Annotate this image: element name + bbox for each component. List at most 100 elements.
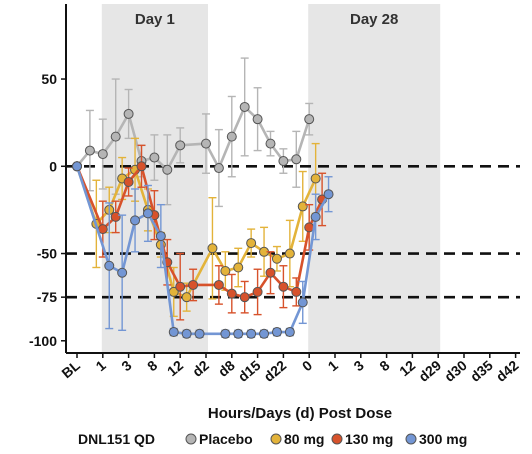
x-tick-label: 3 — [118, 357, 134, 374]
x-tick-label: 3 — [350, 357, 366, 374]
shaded-region-label-1: Day 1 — [135, 11, 175, 28]
data-point — [117, 267, 128, 278]
data-point — [175, 140, 186, 151]
data-point — [213, 279, 224, 290]
shaded-region-2 — [308, 4, 441, 353]
series-300-mg — [72, 161, 334, 339]
legend-marker — [331, 433, 343, 445]
data-point — [194, 328, 205, 339]
data-point — [142, 208, 153, 219]
data-point — [239, 292, 250, 303]
legend: DNL151 QD Placebo 80 mg 130 mg 300 mg — [78, 431, 467, 447]
x-tick-label: d29 — [415, 357, 444, 385]
axes — [65, 4, 520, 354]
data-point — [271, 253, 282, 264]
y-tick-label: -100 — [29, 333, 57, 349]
x-tick-label: 1 — [92, 357, 108, 374]
data-point — [297, 297, 308, 308]
data-point — [130, 215, 141, 226]
x-tick-label: d8 — [215, 357, 238, 380]
data-point — [265, 138, 276, 149]
data-point — [291, 286, 302, 297]
data-point — [271, 327, 282, 338]
data-point — [155, 231, 166, 242]
data-point — [278, 156, 289, 167]
data-point — [104, 260, 115, 271]
data-point — [181, 328, 192, 339]
x-tick-label: 12 — [164, 357, 186, 379]
legend-marker — [270, 433, 282, 445]
data-point — [220, 328, 231, 339]
data-point — [110, 131, 121, 142]
data-point — [136, 161, 147, 172]
data-point — [278, 281, 289, 292]
data-point — [259, 328, 270, 339]
series-layer — [72, 57, 334, 339]
data-point — [220, 265, 231, 276]
y-tick-label: -50 — [37, 246, 57, 262]
y-tick-label: 0 — [49, 158, 57, 174]
data-point — [310, 211, 321, 222]
data-point — [226, 288, 237, 299]
series-line-300-mg — [75, 165, 330, 336]
legend-entry: 130 mg — [345, 431, 393, 447]
data-point — [304, 114, 315, 125]
data-point — [168, 327, 179, 338]
data-point — [246, 328, 257, 339]
data-point — [246, 238, 257, 249]
x-tick-label: d2 — [189, 357, 212, 380]
data-point — [252, 286, 263, 297]
data-point — [233, 328, 244, 339]
data-point — [297, 201, 308, 212]
data-point — [188, 279, 199, 290]
data-point — [110, 211, 121, 222]
shaded-region-label-2: Day 28 — [350, 11, 398, 28]
data-point — [175, 281, 186, 292]
legend-entry: Placebo — [199, 431, 253, 447]
y-tick-label: 50 — [41, 71, 57, 87]
y-tick-label: -75 — [37, 289, 57, 305]
data-point — [162, 164, 173, 175]
x-tick-label: 0 — [299, 357, 315, 374]
x-tick-label: d42 — [493, 357, 522, 385]
x-tick-label: d22 — [261, 357, 290, 385]
data-point — [291, 154, 302, 165]
data-point — [213, 163, 224, 174]
legend-marker — [405, 433, 417, 445]
x-tick-label: d35 — [467, 357, 496, 385]
legend-entry: 80 mg — [284, 431, 324, 447]
data-point — [181, 292, 192, 303]
data-point — [265, 267, 276, 278]
data-point — [72, 161, 82, 172]
x-tick-label: 8 — [144, 357, 160, 374]
x-tick-label: BL — [58, 357, 83, 382]
data-point — [233, 262, 244, 273]
data-point — [239, 101, 250, 112]
data-point — [284, 327, 295, 338]
x-tick-label: 1 — [325, 357, 341, 374]
data-point — [149, 152, 160, 163]
legend-title: DNL151 QD — [78, 431, 155, 447]
x-tick-label: d15 — [235, 357, 264, 385]
data-point — [123, 108, 134, 119]
legend-marker — [185, 433, 197, 445]
x-tick-label: d30 — [441, 357, 470, 385]
data-point — [252, 114, 263, 125]
data-point — [284, 248, 295, 259]
data-point — [84, 145, 95, 156]
shaded-regions: Day 1 Day 28 — [101, 4, 441, 353]
data-point — [310, 173, 321, 184]
data-point — [201, 138, 211, 149]
data-point — [226, 131, 237, 142]
x-tick-label: 12 — [396, 357, 418, 379]
data-point — [207, 243, 218, 254]
x-tick-label: 8 — [376, 357, 392, 374]
x-axis-title: Hours/Days (d) Post Dose — [208, 405, 392, 422]
data-point — [123, 176, 134, 187]
y-tick-labels: 50 0 -50 -75 -100 — [29, 71, 66, 349]
legend-entry: 300 mg — [419, 431, 467, 447]
data-point — [97, 149, 108, 160]
data-point — [323, 189, 334, 200]
